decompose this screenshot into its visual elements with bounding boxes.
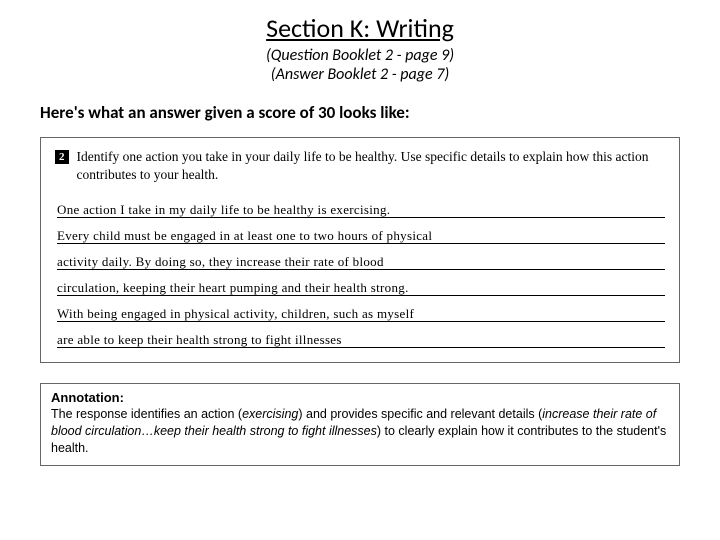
handwriting-text: activity daily. By doing so, they increa… [57, 254, 384, 270]
subtitle-answer-booklet: (Answer Booklet 2 - page 7) [40, 65, 680, 84]
question-prompt: Identify one action you take in your dai… [77, 148, 666, 184]
handwriting-text: With being engaged in physical activity,… [57, 306, 414, 322]
annotation-box: Annotation: The response identifies an a… [40, 383, 680, 466]
section-title: Section K: Writing [40, 12, 680, 44]
handwriting-text: Every child must be engaged in at least … [57, 228, 432, 244]
lead-text: Here's what an answer given a score of 3… [40, 102, 680, 123]
annotation-title: Annotation: [51, 390, 669, 405]
answer-sample-box: 2 Identify one action you take in your d… [40, 137, 680, 363]
subtitle-question-booklet: (Question Booklet 2 - page 9) [40, 46, 680, 65]
annotation-text: ) and provides specific and relevant det… [298, 407, 542, 421]
handwriting-text: are able to keep their health strong to … [57, 332, 342, 348]
handwritten-line: With being engaged in physical activity,… [57, 296, 665, 322]
question-number-badge: 2 [55, 150, 69, 164]
handwriting-text: One action I take in my daily life to be… [57, 202, 390, 218]
question-row: 2 Identify one action you take in your d… [55, 148, 665, 184]
annotation-paren: exercising [242, 407, 298, 421]
handwritten-line: One action I take in my daily life to be… [57, 192, 665, 218]
page-container: Section K: Writing (Question Booklet 2 -… [0, 0, 720, 478]
handwritten-line: Every child must be engaged in at least … [57, 218, 665, 244]
annotation-body: The response identifies an action (exerc… [51, 406, 669, 457]
handwritten-line: are able to keep their health strong to … [57, 322, 665, 348]
handwritten-line: activity daily. By doing so, they increa… [57, 244, 665, 270]
handwritten-line: circulation, keeping their heart pumping… [57, 270, 665, 296]
annotation-text: The response identifies an action ( [51, 407, 242, 421]
handwriting-text: circulation, keeping their heart pumping… [57, 280, 409, 296]
